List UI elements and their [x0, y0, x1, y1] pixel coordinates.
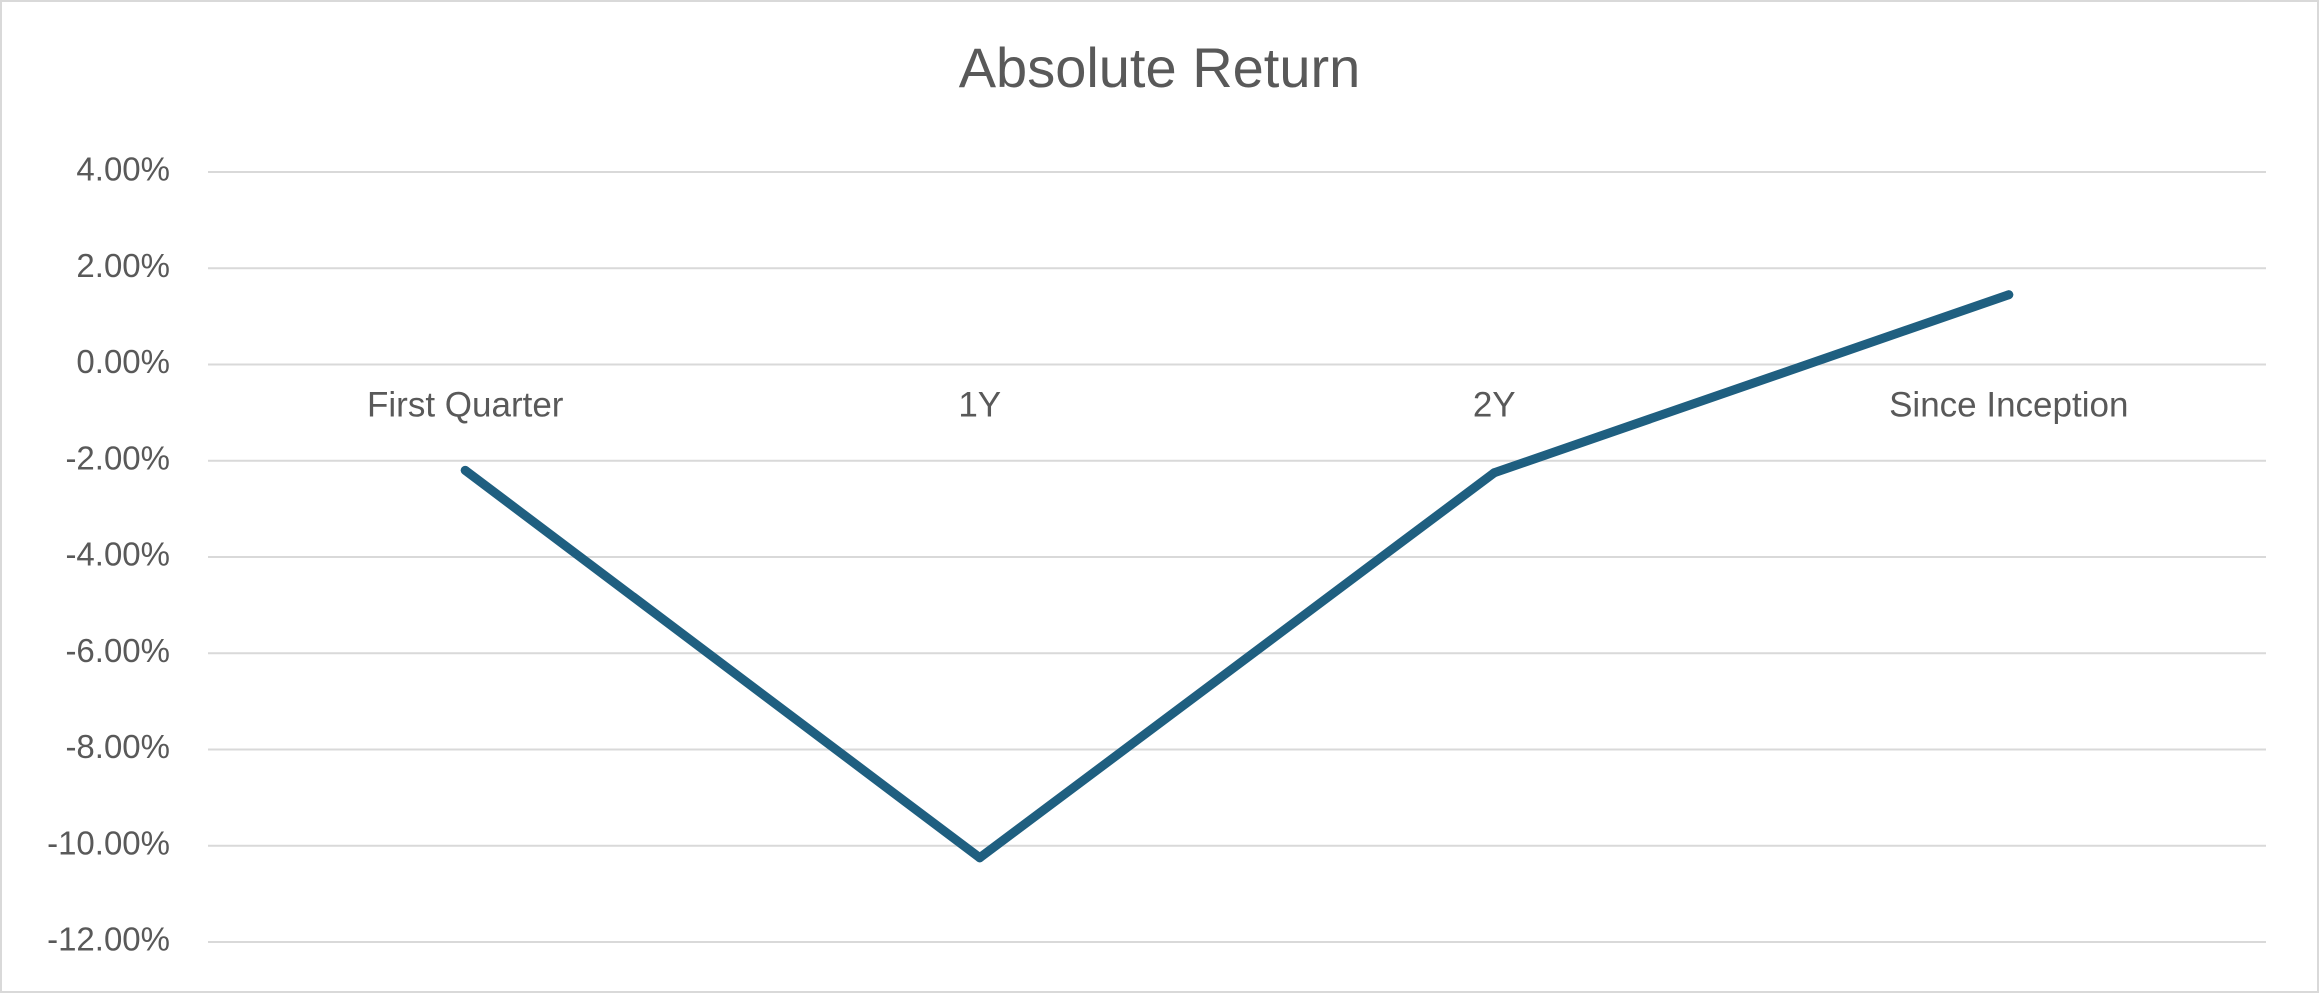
y-axis-tick-labels: 4.00% 2.00% 0.00% -2.00% -4.00% -6.00% -8.00% -… [47, 151, 170, 958]
data-point [1489, 468, 1499, 478]
data-point [460, 465, 470, 475]
y-tick-label: -8.00% [65, 728, 170, 765]
series-line [460, 290, 2014, 863]
y-tick-label: 4.00% [76, 151, 170, 188]
chart-title: Absolute Return [958, 36, 1361, 99]
category-label: Since Inception [1889, 386, 2128, 425]
data-point [2004, 290, 2014, 300]
y-tick-label: -10.00% [47, 824, 170, 861]
y-tick-label: -2.00% [65, 439, 170, 476]
series-layer [460, 290, 2014, 863]
y-tick-label: -6.00% [65, 632, 170, 669]
y-tick-label: 0.00% [76, 343, 170, 380]
category-label: First Quarter [367, 386, 564, 425]
category-label: 1Y [958, 386, 1001, 425]
y-tick-label: -4.00% [65, 536, 170, 573]
gridlines [208, 171, 2266, 943]
y-tick-label: -12.00% [47, 921, 170, 958]
category-labels: First Quarter 1Y 2Y Since Inception [367, 386, 2128, 425]
category-label: 2Y [1473, 386, 1516, 425]
y-tick-label: 2.00% [76, 247, 170, 284]
data-point [975, 853, 985, 863]
